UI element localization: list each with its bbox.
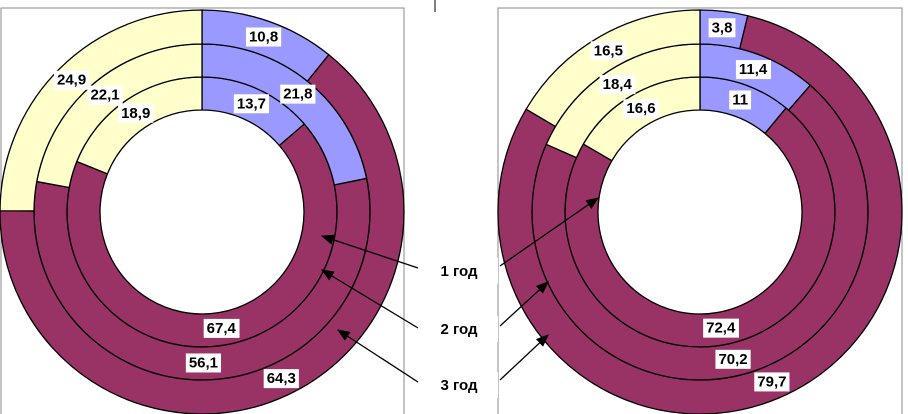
value-label-bg [590, 41, 626, 61]
ring-segment [0, 53, 405, 414]
charts: 13,7 67,4 18,9 21,8 56,1 22,1 10,8 64,3 24,9 11 72… [0, 9, 903, 414]
value-label: 18,4 [603, 76, 633, 93]
value-label-bg [53, 70, 90, 90]
value-label: 18,9 [121, 105, 150, 122]
value-label: 21,8 [283, 86, 312, 103]
value-label-bg [118, 103, 154, 123]
value-label-bg [754, 372, 790, 392]
value-label: 67,4 [207, 320, 237, 337]
value-label: 79,7 [757, 373, 786, 390]
value-label: 16,6 [626, 100, 655, 117]
ring-segment [525, 9, 701, 128]
value-label: 56,1 [189, 354, 218, 371]
label-bg [420, 258, 498, 284]
ring-label: 1 год [440, 263, 478, 280]
value-label-bg [280, 84, 316, 104]
value-label: 22,1 [90, 87, 119, 104]
value-label-bg [729, 90, 752, 110]
value-label: 24,9 [57, 72, 86, 89]
ring-label: 2 год [440, 321, 478, 338]
ring-segment [0, 9, 203, 212]
label-bg [420, 372, 498, 398]
value-label: 11,4 [739, 61, 768, 78]
value-label-bg [735, 60, 771, 80]
value-label: 72,4 [706, 320, 736, 337]
value-label-bg [263, 369, 299, 389]
value-label-bg [203, 318, 240, 338]
value-label: 11 [732, 91, 748, 108]
value-label-bg [703, 318, 739, 338]
value-label-bg [233, 94, 270, 114]
value-label-bg [245, 27, 282, 47]
value-label-bg [715, 349, 751, 369]
value-label: 3,8 [712, 19, 733, 36]
value-label: 16,5 [594, 42, 623, 59]
value-label-bg [87, 85, 123, 105]
ring-segment [497, 14, 903, 414]
value-label: 13,7 [237, 95, 266, 112]
value-label-bg [599, 75, 636, 95]
value-label-bg [623, 99, 659, 119]
value-label: 10,8 [249, 29, 278, 46]
value-label-bg [185, 353, 222, 373]
label-bg [420, 316, 498, 342]
value-label: 64,3 [267, 370, 296, 387]
value-label-bg [708, 18, 736, 38]
arrows [320, 197, 600, 383]
value-label: 70,2 [718, 351, 747, 368]
ring-label: 3 год [440, 377, 478, 394]
